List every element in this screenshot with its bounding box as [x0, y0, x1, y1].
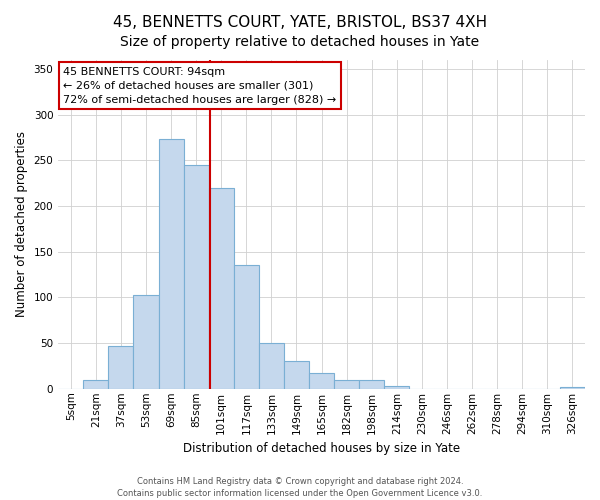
Bar	[560, 387, 585, 389]
Bar	[184, 165, 209, 389]
Bar	[259, 343, 284, 389]
Y-axis label: Number of detached properties: Number of detached properties	[15, 132, 28, 318]
Text: Size of property relative to detached houses in Yate: Size of property relative to detached ho…	[121, 35, 479, 49]
Bar	[284, 362, 309, 389]
Bar	[158, 140, 184, 389]
Bar	[109, 346, 133, 389]
Bar	[334, 380, 359, 389]
Bar	[385, 386, 409, 389]
Bar	[359, 380, 385, 389]
Bar	[309, 373, 334, 389]
Bar	[234, 266, 259, 389]
Bar	[209, 188, 234, 389]
Bar	[133, 294, 158, 389]
Text: 45 BENNETTS COURT: 94sqm
← 26% of detached houses are smaller (301)
72% of semi-: 45 BENNETTS COURT: 94sqm ← 26% of detach…	[64, 66, 337, 104]
Text: Contains HM Land Registry data © Crown copyright and database right 2024.
Contai: Contains HM Land Registry data © Crown c…	[118, 476, 482, 498]
Bar	[83, 380, 109, 389]
X-axis label: Distribution of detached houses by size in Yate: Distribution of detached houses by size …	[183, 442, 460, 455]
Text: 45, BENNETTS COURT, YATE, BRISTOL, BS37 4XH: 45, BENNETTS COURT, YATE, BRISTOL, BS37 …	[113, 15, 487, 30]
